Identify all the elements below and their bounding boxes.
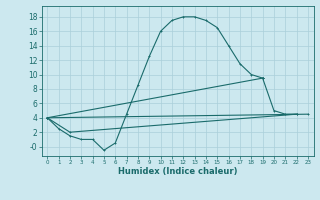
X-axis label: Humidex (Indice chaleur): Humidex (Indice chaleur) bbox=[118, 167, 237, 176]
